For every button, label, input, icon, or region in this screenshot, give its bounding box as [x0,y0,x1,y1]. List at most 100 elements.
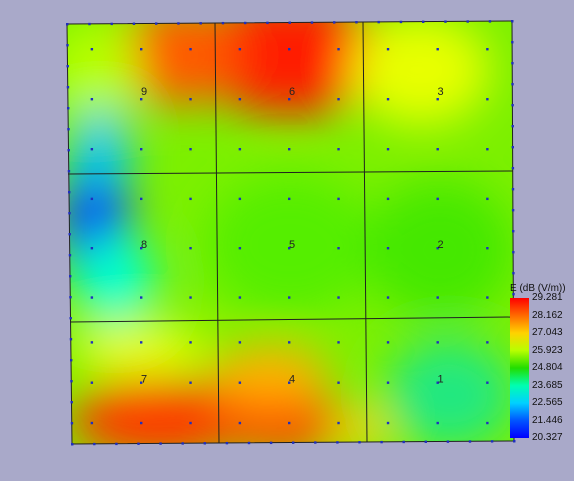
measurement-point [189,341,192,344]
measurement-point [336,441,339,444]
measurement-point [386,148,390,151]
cell-label-7: 7 [141,374,147,386]
measurement-point [238,421,242,425]
measurement-point [66,23,69,26]
measurement-point [238,381,242,384]
measurement-point [140,98,143,101]
measurement-point [511,20,514,23]
measurement-point [422,20,425,23]
measurement-point [386,197,390,201]
measurement-point [288,197,291,201]
measurement-point [203,442,206,445]
measurement-point [436,341,439,344]
measurement-point [511,146,514,149]
measurement-point [244,21,247,25]
measurement-point [446,440,450,443]
legend-title: E (dB (V/m)) [510,283,566,294]
measurement-point [189,381,192,384]
measurement-point [67,170,71,173]
measurement-point [486,247,489,250]
measurement-point [67,149,70,152]
measurement-point [386,247,390,250]
legend-tick-label: 21.446 [532,414,563,426]
measurement-point [337,421,340,425]
measurement-point [399,20,403,24]
measurement-point [436,247,439,250]
measurement-point [337,247,340,250]
measurement-point [436,421,439,425]
cell-label-9: 9 [141,86,147,98]
measurement-point [386,381,390,384]
measurement-point [486,341,489,344]
measurement-point [155,22,158,25]
measurement-point [238,247,242,250]
measurement-point [436,98,439,101]
measurement-point [90,48,94,51]
measurement-point [486,98,489,101]
measurement-point [358,441,361,444]
measurement-point [90,197,94,201]
measurement-point [68,233,71,236]
measurement-point [513,440,516,443]
legend-color-bar [510,298,529,438]
legend-tick-label: 22.565 [532,397,563,408]
measurement-point [221,21,225,25]
measurement-point [486,381,489,384]
measurement-point [181,442,184,445]
cell-label-6: 6 [289,86,295,98]
measurement-point [68,191,71,194]
cell-label-4: 4 [289,374,295,386]
measurement-point [140,197,143,201]
measurement-point [225,441,229,445]
measurement-point [238,48,242,51]
measurement-point [511,125,514,128]
measurement-point [333,21,336,24]
measurement-point [66,86,70,89]
measurement-point [269,441,273,445]
measurement-point [386,421,390,425]
measurement-point [140,381,143,384]
measurement-point [177,22,180,25]
measurement-point [66,65,69,68]
measurement-point [310,21,314,24]
measurement-point [66,44,69,47]
measurement-point [88,22,91,26]
measurement-point [238,296,242,299]
measurement-point [436,296,439,299]
measurement-point [337,197,340,201]
measurement-point [238,341,242,344]
measurement-point [68,212,71,215]
measurement-point [386,48,390,51]
measurement-point [90,381,94,384]
measurement-point [511,188,515,191]
cell-label-1: 1 [437,374,443,386]
measurement-point [314,441,317,444]
measurement-point [288,421,291,425]
measurement-point [67,128,70,131]
measurement-point [511,41,514,44]
measurement-point [488,20,492,23]
measurement-point [90,296,94,299]
measurement-point [189,296,192,299]
measurement-point [90,247,94,250]
measurement-point [288,296,291,299]
measurement-point [68,254,72,257]
measurement-point [266,21,269,25]
measurement-point [69,275,72,278]
legend-tick-label: 25.923 [532,344,563,356]
measurement-point [69,338,73,341]
measurement-point [140,247,143,250]
cell-labels: 9 6 3 8 5 2 7 4 1 [141,86,444,386]
measurement-point [337,381,340,384]
measurement-point [486,296,489,299]
measurement-point [70,359,73,362]
measurement-point [288,341,291,344]
measurement-point [189,197,192,201]
measurement-point [90,421,94,425]
measurement-point [511,167,515,170]
measurement-point [337,341,340,344]
measurement-point [288,247,291,250]
measurement-point [70,422,74,425]
measurement-point [247,441,251,445]
measurement-point [90,98,94,101]
